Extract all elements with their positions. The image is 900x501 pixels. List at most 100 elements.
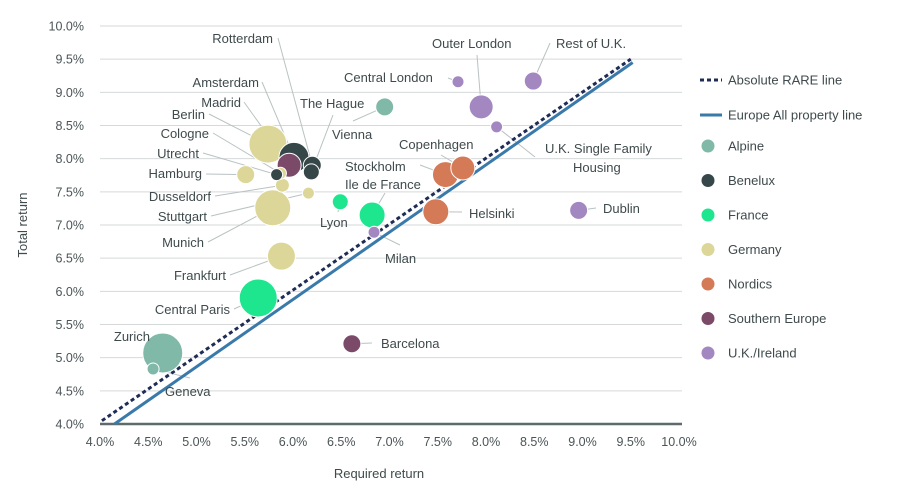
legend-swatch-france bbox=[701, 208, 715, 222]
legend-label-benelux: Benelux bbox=[728, 173, 775, 188]
x-tick-label: 4.5% bbox=[134, 435, 163, 449]
bubble-helsinki bbox=[422, 198, 450, 226]
bubble-geneva bbox=[146, 362, 160, 376]
label-helsinki: Helsinki bbox=[469, 206, 515, 221]
legend-label-absolute-rare-line: Absolute RARE line bbox=[728, 73, 842, 88]
y-tick-label: 8.0% bbox=[56, 152, 85, 166]
bubble-vienna bbox=[375, 97, 395, 117]
legend-label-germany: Germany bbox=[728, 242, 782, 257]
y-axis-ticks: 4.0% 4.5% 5.0% 5.5% 6.0% 6.5% 7.0% 7.5% 8.0% 8.5%… bbox=[49, 20, 84, 432]
y-axis-title: Total return bbox=[15, 192, 30, 257]
label-stuttgart: Stuttgart bbox=[158, 209, 208, 224]
legend-label-france: France bbox=[728, 208, 768, 223]
label-rotterdam: Rotterdam bbox=[212, 31, 273, 46]
bubble-barcelona bbox=[342, 334, 362, 354]
x-tick-label: 9.0% bbox=[568, 435, 597, 449]
legend-label-alpine: Alpine bbox=[728, 139, 764, 154]
leader-line bbox=[277, 37, 313, 166]
label-munich: Munich bbox=[162, 235, 204, 250]
y-tick-label: 9.0% bbox=[56, 86, 85, 100]
label-frankfurt: Frankfurt bbox=[174, 268, 226, 283]
label-u-k-single-family-housing: U.K. Single Family Housing bbox=[545, 141, 652, 175]
y-tick-label: 5.5% bbox=[56, 318, 85, 332]
bubble-milan bbox=[367, 225, 381, 239]
label-lyon: Lyon bbox=[320, 215, 348, 230]
leader-line bbox=[212, 132, 281, 174]
bubble-copenhagen bbox=[450, 155, 476, 181]
label-rest-of-u-k: Rest of U.K. bbox=[556, 36, 626, 51]
leader-line bbox=[214, 184, 283, 197]
label-dusseldorf: Dusseldorf bbox=[149, 189, 212, 204]
bubble-the-hague bbox=[302, 163, 320, 181]
bubble-ile-de-france bbox=[358, 201, 386, 229]
bubble-outer-london bbox=[468, 94, 494, 120]
x-tick-label: 8.0% bbox=[472, 435, 501, 449]
bubble-hamburg bbox=[236, 165, 256, 185]
bubble-lyon bbox=[331, 193, 349, 211]
point-labels: Berlin Munich Frankfurt Hamburg Dusseldorf St… bbox=[114, 31, 653, 399]
legend-swatch-u-k-ireland bbox=[701, 346, 715, 360]
x-tick-label: 6.0% bbox=[279, 435, 308, 449]
reference-lines bbox=[101, 57, 634, 426]
x-tick-label: 4.0% bbox=[86, 435, 115, 449]
x-axis-ticks: 4.0% 4.5% 5.0% 5.5% 6.0% 6.5% 7.0% 7.5% 8.0% 8.5%… bbox=[86, 435, 697, 449]
y-tick-label: 7.0% bbox=[56, 219, 85, 233]
europe-all-property-line bbox=[113, 61, 634, 426]
legend-label-u-k-ireland: U.K./Ireland bbox=[728, 346, 797, 361]
label-stockholm: Stockholm bbox=[345, 159, 406, 174]
bubble-utrecht bbox=[270, 168, 284, 182]
bubble-central-london bbox=[451, 75, 465, 89]
gridlines bbox=[100, 25, 682, 426]
label-the-hague: The Hague bbox=[300, 96, 364, 111]
label-berlin: Berlin bbox=[172, 107, 205, 122]
y-tick-label: 9.5% bbox=[56, 53, 85, 67]
y-tick-label: 4.0% bbox=[56, 418, 85, 432]
legend-swatch-germany bbox=[701, 243, 715, 256]
x-tick-label: 10.0% bbox=[661, 435, 696, 449]
leader-line bbox=[496, 126, 536, 158]
x-tick-label: 5.5% bbox=[231, 435, 260, 449]
legend-swatch-alpine bbox=[701, 139, 715, 153]
label-cologne: Cologne bbox=[161, 126, 209, 141]
y-tick-label: 6.0% bbox=[56, 285, 85, 299]
rare-line bbox=[101, 57, 632, 422]
y-tick-label: 4.5% bbox=[56, 384, 85, 398]
legend-swatch-nordics bbox=[701, 277, 715, 291]
bubble-dublin bbox=[569, 200, 589, 220]
bubble-munich bbox=[254, 189, 292, 227]
label-madrid: Madrid bbox=[201, 95, 241, 110]
label-vienna: Vienna bbox=[332, 127, 373, 142]
label-zurich: Zurich bbox=[114, 329, 150, 344]
label-copenhagen: Copenhagen bbox=[399, 137, 473, 152]
label-milan: Milan bbox=[385, 251, 416, 266]
label-central-paris: Central Paris bbox=[155, 302, 231, 317]
bubble-stuttgart bbox=[301, 186, 315, 200]
x-tick-label: 7.0% bbox=[375, 435, 404, 449]
y-tick-label: 10.0% bbox=[49, 20, 84, 34]
x-tick-label: 6.5% bbox=[327, 435, 356, 449]
x-tick-label: 7.5% bbox=[424, 435, 453, 449]
label-dublin: Dublin bbox=[603, 201, 640, 216]
label-utrecht: Utrecht bbox=[157, 146, 199, 161]
label-outer-london: Outer London bbox=[432, 36, 512, 51]
label-geneva: Geneva bbox=[165, 384, 211, 399]
label-amsterdam: Amsterdam bbox=[193, 75, 259, 90]
label-ile-de-france: Ile de France bbox=[345, 177, 421, 192]
leader-line bbox=[202, 152, 277, 176]
y-tick-label: 6.5% bbox=[56, 252, 85, 266]
x-tick-label: 9.5% bbox=[617, 435, 646, 449]
legend-label-europe-all-property-line: Europe All property line bbox=[728, 108, 862, 123]
bubbles bbox=[142, 71, 589, 376]
x-axis-title: Required return bbox=[334, 466, 424, 481]
legend-swatch-southern-europe bbox=[701, 312, 715, 325]
y-tick-label: 5.0% bbox=[56, 351, 85, 365]
bubble-u-k-single-family-housing bbox=[490, 120, 504, 134]
legend-swatch-benelux bbox=[701, 174, 715, 187]
y-tick-label: 7.5% bbox=[56, 185, 85, 199]
legend-label-nordics: Nordics bbox=[728, 277, 773, 292]
bubble-central-paris bbox=[238, 278, 278, 318]
label-central-london: Central London bbox=[344, 70, 433, 85]
legend-label-southern-europe: Southern Europe bbox=[728, 311, 826, 326]
